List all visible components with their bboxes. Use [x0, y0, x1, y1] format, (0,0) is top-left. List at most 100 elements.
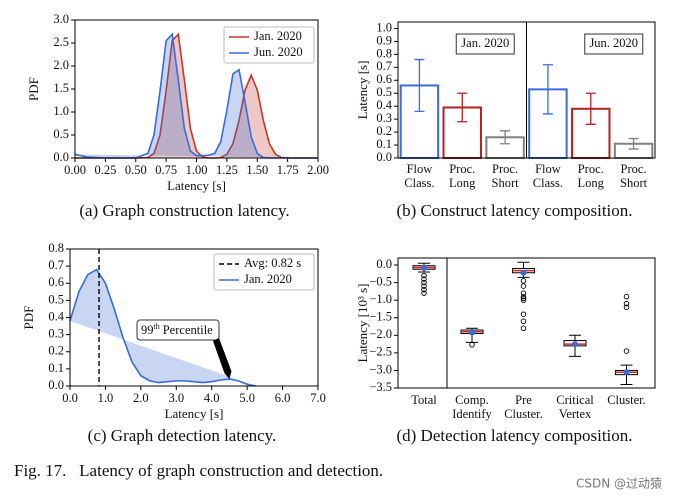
legend-label: Avg: 0.82 s — [244, 256, 301, 270]
y-tick-label: 0.0 — [48, 378, 64, 392]
y-tick-label: 0.2 — [376, 124, 392, 138]
error-bar — [500, 130, 511, 145]
x-tick-label: 1.25 — [216, 163, 238, 177]
whisker — [620, 374, 633, 385]
x-tick-label: 3.0 — [168, 391, 184, 405]
outlier — [421, 276, 427, 282]
x-tick-label: 0.00 — [64, 163, 86, 177]
y-tick-label: −2.0 — [369, 327, 392, 341]
y-tick-label: 0.2 — [48, 344, 64, 358]
x-tick-label: 0.75 — [155, 163, 177, 177]
x-tick-label: 4.0 — [204, 391, 220, 405]
legend-label: Jan. 2020 — [254, 29, 302, 43]
x-tick-label: 2.0 — [133, 391, 149, 405]
whisker — [569, 334, 581, 341]
outlier — [520, 325, 527, 332]
y-tick-label: 0.3 — [376, 111, 392, 125]
outlier — [520, 293, 527, 300]
x-tick-label: 1.50 — [246, 163, 268, 177]
y-axis-label: Latency [10³ s] — [355, 284, 370, 363]
x-tick-label: 0.0 — [62, 391, 78, 405]
plot-frame — [69, 248, 319, 387]
y-tick-label: 1.0 — [53, 104, 69, 118]
y-tick-label: 2.0 — [53, 58, 69, 72]
x-tick-label: Total — [411, 393, 437, 407]
y-tick-label: 2.5 — [53, 35, 69, 49]
kde-curve — [69, 268, 257, 387]
y-tick-label: −0.5 — [369, 274, 392, 288]
x-tick-label: 1.00 — [186, 163, 208, 177]
x-axis-label: Latency [s] — [167, 178, 226, 193]
group-label: Jun. 2020 — [589, 36, 638, 50]
x-tick-label: 0.50 — [125, 163, 147, 177]
x-tick-label: 1.0 — [98, 391, 114, 405]
y-tick-label: −3.0 — [369, 362, 392, 376]
group-label: Jan. 2020 — [461, 36, 509, 50]
y-tick-label: −2.5 — [369, 345, 392, 359]
plot-frame — [397, 21, 656, 159]
y-tick-label: 3.0 — [53, 12, 69, 26]
y-tick-label: 0.1 — [376, 137, 392, 151]
x-tick-label: Proc. Short — [492, 162, 520, 190]
outlier — [469, 342, 475, 348]
mean — [572, 341, 578, 348]
legend-label: Jun. 2020 — [254, 45, 303, 59]
outlier — [520, 278, 527, 284]
y-axis-label: PDF — [21, 306, 36, 330]
annotation-arrow — [213, 338, 232, 380]
legend-label: Jan. 2020 — [244, 272, 292, 286]
figure-caption: Fig. 17. Latency of graph construction a… — [14, 461, 383, 480]
y-axis-label: Latency [s] — [355, 61, 370, 120]
x-tick-label: 7.0 — [310, 391, 326, 405]
y-tick-label: 0.5 — [376, 85, 392, 99]
x-tick-label: Cluster. — [607, 393, 646, 407]
outlier — [421, 290, 427, 296]
outlier — [421, 283, 427, 289]
outlier — [623, 348, 630, 354]
outlier — [623, 304, 630, 310]
x-tick-label: Pre Cluster. — [504, 393, 543, 421]
group-label-box — [584, 33, 644, 55]
x-tick-label: Comp. Identify — [452, 393, 492, 421]
x-tick-label: 6.0 — [275, 391, 291, 405]
x-axis-label: Latency [s] — [165, 406, 224, 421]
y-tick-label: 0.0 — [376, 150, 392, 164]
annotation: 99th Percentile — [141, 322, 213, 337]
y-tick-label: 0.5 — [53, 127, 69, 141]
y-tick-label: 0.0 — [53, 150, 69, 164]
error-bar — [457, 92, 468, 123]
legend-box — [223, 26, 315, 64]
mean — [623, 369, 630, 376]
watermark: CSDN @过动猿 — [576, 476, 662, 491]
y-tick-label: 0.8 — [376, 46, 392, 60]
caption: (a) Graph construction latency. — [79, 201, 289, 220]
group-label-box — [455, 33, 515, 55]
error-bar — [628, 137, 639, 150]
x-tick-label: Critical Vertex — [556, 393, 594, 421]
y-tick-label: 0.8 — [48, 241, 64, 255]
x-tick-label: 2.00 — [307, 163, 329, 177]
outlier — [520, 283, 527, 289]
plot-frame — [74, 19, 319, 159]
outlier — [623, 300, 630, 307]
outlier — [421, 286, 427, 293]
x-tick-label: 0.25 — [94, 163, 116, 177]
y-tick-label: 0.7 — [376, 59, 392, 73]
x-tick-label: Flow Class. — [404, 162, 434, 190]
whisker — [517, 261, 530, 269]
y-tick-label: 0.5 — [48, 292, 64, 306]
x-tick-label: 1.75 — [277, 163, 299, 177]
y-tick-label: 0.1 — [48, 361, 64, 375]
mean — [469, 329, 475, 336]
legend-box — [213, 253, 315, 291]
y-tick-label: 0.6 — [376, 72, 392, 86]
y-tick-label: 0.0 — [376, 257, 392, 271]
outlier — [520, 295, 527, 302]
y-tick-label: 1.5 — [53, 81, 69, 95]
plot-frame — [397, 257, 656, 389]
outlier — [421, 272, 427, 279]
outlier — [520, 297, 527, 303]
outlier — [520, 311, 527, 317]
mean — [421, 264, 427, 271]
y-tick-label: −1.0 — [369, 292, 392, 306]
